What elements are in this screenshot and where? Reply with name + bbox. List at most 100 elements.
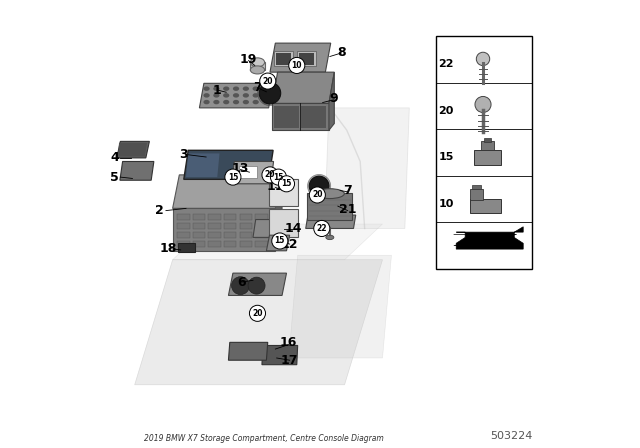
Bar bbox=[470, 199, 501, 212]
Circle shape bbox=[307, 174, 331, 198]
Circle shape bbox=[309, 176, 329, 196]
Bar bbox=[239, 223, 252, 229]
Text: 13: 13 bbox=[232, 162, 249, 175]
Circle shape bbox=[250, 305, 266, 321]
Circle shape bbox=[278, 176, 294, 192]
Polygon shape bbox=[116, 142, 149, 158]
Polygon shape bbox=[200, 83, 273, 108]
Polygon shape bbox=[269, 209, 298, 237]
Bar bbox=[177, 214, 189, 220]
Bar bbox=[301, 106, 326, 128]
Text: 8: 8 bbox=[337, 46, 346, 59]
Text: 18: 18 bbox=[159, 242, 177, 255]
Ellipse shape bbox=[223, 100, 229, 104]
Bar bbox=[472, 185, 481, 190]
Text: 15: 15 bbox=[228, 172, 238, 181]
Polygon shape bbox=[324, 108, 410, 228]
Polygon shape bbox=[307, 193, 352, 220]
Bar bbox=[224, 241, 237, 247]
Bar bbox=[209, 232, 221, 238]
Text: 22: 22 bbox=[438, 59, 454, 69]
Ellipse shape bbox=[243, 86, 249, 91]
Ellipse shape bbox=[253, 86, 259, 91]
Ellipse shape bbox=[250, 66, 264, 74]
Bar bbox=[239, 241, 252, 247]
Text: 7: 7 bbox=[343, 184, 352, 197]
Bar bbox=[255, 223, 268, 229]
Text: 20: 20 bbox=[262, 77, 273, 86]
Bar bbox=[255, 232, 268, 238]
Text: 15: 15 bbox=[275, 237, 285, 246]
Bar bbox=[224, 232, 237, 238]
Text: 2: 2 bbox=[155, 204, 164, 217]
Polygon shape bbox=[228, 273, 287, 296]
Polygon shape bbox=[232, 161, 273, 184]
Polygon shape bbox=[186, 153, 220, 177]
Bar bbox=[250, 62, 264, 70]
Bar bbox=[481, 141, 494, 151]
Bar bbox=[209, 214, 221, 220]
Circle shape bbox=[248, 277, 265, 294]
Circle shape bbox=[271, 169, 287, 185]
Ellipse shape bbox=[250, 58, 264, 67]
Ellipse shape bbox=[243, 100, 249, 104]
Ellipse shape bbox=[326, 235, 334, 240]
Text: 12: 12 bbox=[281, 237, 298, 250]
Text: 14: 14 bbox=[284, 222, 302, 235]
Ellipse shape bbox=[213, 100, 220, 104]
Circle shape bbox=[272, 233, 288, 249]
Text: 503224: 503224 bbox=[490, 431, 532, 440]
Text: 6: 6 bbox=[237, 276, 246, 289]
Bar bbox=[177, 232, 189, 238]
Text: 15: 15 bbox=[273, 172, 284, 181]
Text: 21: 21 bbox=[339, 203, 356, 216]
Ellipse shape bbox=[253, 93, 259, 98]
Bar bbox=[177, 241, 189, 247]
Ellipse shape bbox=[223, 93, 229, 98]
Ellipse shape bbox=[223, 86, 229, 91]
Text: 4: 4 bbox=[110, 151, 119, 164]
Circle shape bbox=[259, 82, 281, 104]
Text: 19: 19 bbox=[240, 53, 257, 66]
Circle shape bbox=[314, 220, 330, 237]
Ellipse shape bbox=[204, 93, 210, 98]
Bar bbox=[193, 223, 205, 229]
Bar bbox=[484, 138, 491, 142]
Polygon shape bbox=[272, 103, 329, 130]
Ellipse shape bbox=[233, 93, 239, 98]
Polygon shape bbox=[270, 43, 331, 72]
Ellipse shape bbox=[262, 86, 269, 91]
Text: 9: 9 bbox=[329, 92, 338, 105]
Polygon shape bbox=[173, 224, 383, 260]
Polygon shape bbox=[134, 260, 383, 385]
Bar bbox=[209, 241, 221, 247]
Bar bbox=[193, 232, 205, 238]
Text: 2019 BMW X7 Storage Compartment, Centre Console Diagram: 2019 BMW X7 Storage Compartment, Centre … bbox=[144, 434, 384, 443]
Text: 10: 10 bbox=[292, 61, 302, 70]
Text: 17: 17 bbox=[281, 354, 298, 367]
Text: 20: 20 bbox=[438, 106, 454, 116]
Bar bbox=[224, 223, 237, 229]
Bar bbox=[274, 106, 299, 128]
Bar bbox=[179, 243, 195, 252]
Text: 20: 20 bbox=[265, 170, 275, 179]
Bar bbox=[239, 166, 257, 178]
Circle shape bbox=[475, 96, 491, 112]
Bar bbox=[436, 36, 532, 269]
Bar bbox=[297, 51, 316, 66]
Circle shape bbox=[309, 187, 325, 203]
Ellipse shape bbox=[233, 86, 239, 91]
Ellipse shape bbox=[213, 93, 220, 98]
Ellipse shape bbox=[262, 93, 269, 98]
Circle shape bbox=[262, 167, 278, 183]
Bar bbox=[255, 214, 268, 220]
Polygon shape bbox=[266, 235, 290, 251]
Bar bbox=[470, 189, 483, 200]
Text: 1: 1 bbox=[213, 83, 221, 96]
Text: 16: 16 bbox=[280, 336, 298, 349]
Bar bbox=[299, 52, 314, 65]
Text: 5: 5 bbox=[110, 171, 119, 184]
Text: 15: 15 bbox=[282, 179, 292, 188]
Ellipse shape bbox=[213, 86, 220, 91]
Polygon shape bbox=[289, 255, 392, 358]
